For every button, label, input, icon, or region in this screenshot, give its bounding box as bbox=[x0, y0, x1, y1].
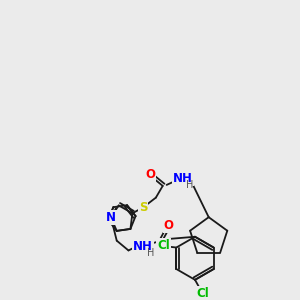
Text: S: S bbox=[139, 201, 147, 214]
Text: O: O bbox=[145, 168, 155, 181]
Text: Cl: Cl bbox=[157, 239, 170, 252]
Text: NH: NH bbox=[133, 240, 153, 253]
Text: Cl: Cl bbox=[196, 287, 209, 300]
Text: H: H bbox=[186, 180, 194, 190]
Text: O: O bbox=[164, 220, 174, 232]
Text: N: N bbox=[106, 211, 116, 224]
Text: NH: NH bbox=[173, 172, 193, 184]
Text: H: H bbox=[147, 248, 155, 258]
